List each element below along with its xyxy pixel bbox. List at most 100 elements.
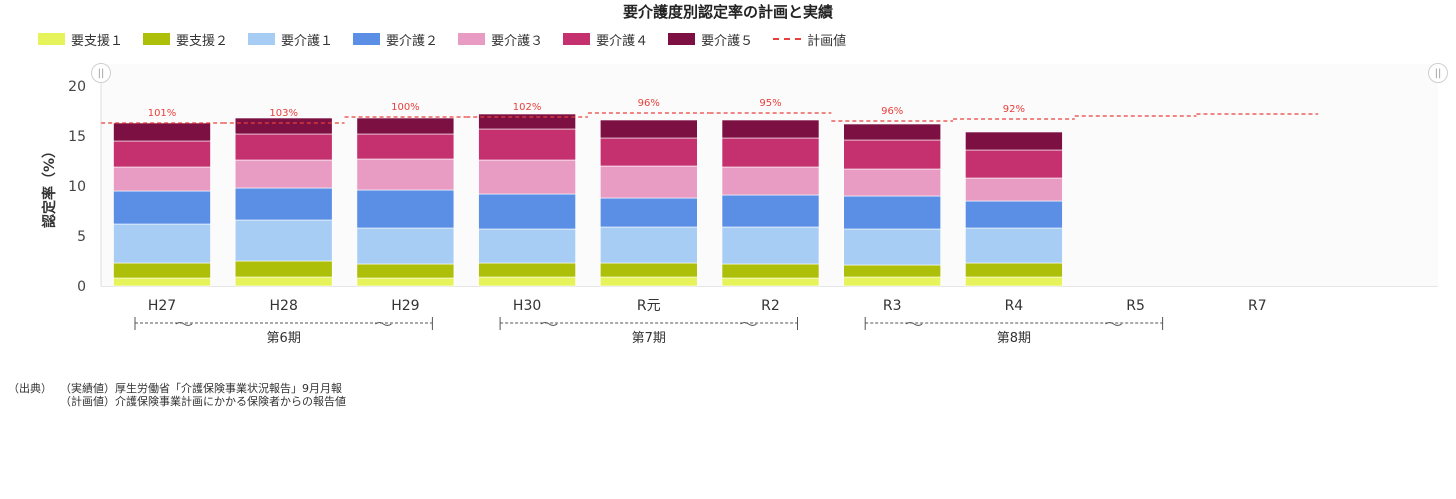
legend-label: 要支援２ (176, 33, 229, 49)
legend-item[interactable]: 要介護２ (353, 30, 438, 49)
legend-item[interactable]: 要支援２ (143, 30, 228, 49)
legend-item[interactable]: 要介護１ (248, 30, 333, 49)
x-tick-label: R元 (637, 298, 661, 314)
bar-segment (599, 119, 698, 139)
legend-item-plan[interactable]: 計画値 (773, 30, 846, 49)
break-mark (175, 322, 193, 326)
bar-segment (721, 263, 820, 279)
bar-segment (843, 123, 942, 141)
bar-segment (356, 277, 455, 287)
achievement-label: 96% (638, 98, 660, 109)
bar-segment (478, 228, 576, 264)
legend-label: 要介護４ (596, 33, 649, 49)
bar-segment (721, 194, 820, 228)
source-line-1: （実績値）厚生労働省「介護保険事業状況報告」9月月報 (60, 382, 342, 395)
bar-segment (478, 276, 576, 287)
drag-handle-icon: || (1434, 67, 1442, 79)
bar-segment (478, 193, 576, 230)
legend-item[interactable]: 要介護４ (563, 30, 648, 49)
x-tick-label: R5 (1126, 298, 1145, 314)
y-tick-label: 15 (68, 129, 86, 145)
y-tick-label: 10 (68, 179, 86, 195)
bar-segment (356, 133, 455, 160)
x-tick-label: R2 (761, 298, 780, 314)
period-label: 第6期 (267, 331, 301, 346)
legend-item[interactable]: 要支援１ (38, 30, 123, 49)
x-tick-label: R3 (883, 298, 902, 314)
achievement-label: 102% (513, 102, 542, 113)
legend-label: 計画値 (807, 33, 847, 49)
bar-segment (478, 159, 576, 195)
legend-swatch (38, 33, 65, 45)
bar-segment (234, 260, 333, 278)
legend-swatch (458, 33, 486, 45)
bar-segment (965, 149, 1063, 179)
bar-segment (599, 165, 698, 199)
bar-segment (234, 133, 333, 161)
x-tick-label: H27 (148, 298, 176, 314)
bar-segment (965, 262, 1063, 278)
bar-segment (234, 276, 333, 287)
bar-segment (843, 168, 942, 197)
x-tick-label: H28 (270, 298, 298, 314)
achievement-label: 103% (269, 108, 298, 119)
legend-label: 要介護５ (701, 33, 754, 49)
legend-swatch (143, 33, 171, 45)
bar-segment (113, 262, 211, 279)
period-label: 第8期 (997, 331, 1031, 346)
y-tick-label: 5 (77, 229, 86, 245)
bar-segment (113, 122, 211, 142)
bar-segment (599, 262, 698, 278)
x-tick-label: R4 (1005, 298, 1024, 314)
achievement-label: 96% (881, 106, 903, 117)
y-tick-label: 20 (68, 79, 86, 95)
legend-label: 要介護１ (281, 33, 334, 49)
bar-segment (599, 276, 698, 287)
legend-label: 要介護３ (491, 33, 544, 49)
achievement-label: 100% (391, 102, 420, 113)
break-mark (740, 322, 757, 326)
right-range-handle[interactable]: || (1428, 63, 1448, 83)
x-tick-label: R7 (1248, 298, 1267, 314)
legend-label: 要支援１ (71, 33, 124, 49)
bar-segment (965, 177, 1063, 202)
x-tick-label: H29 (391, 298, 419, 314)
bar-segment (113, 190, 211, 225)
legend: 要支援１ 要支援２ 要介護１ 要介護２ 要介護３ 要介護４ 要介護５ 計画値 (38, 30, 866, 49)
chart-area: 0 5 10 15 20 認定率（%） 101% 103% 100% 102% 96% 95% 96% 9… (41, 64, 1438, 346)
bar-segment (599, 197, 698, 228)
legend-item[interactable]: 要介護５ (668, 30, 753, 49)
bar-segment (965, 131, 1063, 151)
break-mark (540, 322, 558, 326)
y-axis-title: 認定率（%） (41, 144, 58, 228)
bar-segment (478, 128, 576, 161)
bar-segment (965, 200, 1063, 229)
achievement-label: 92% (1003, 104, 1025, 115)
legend-label: 要介護２ (386, 33, 439, 49)
bar-segment (113, 140, 211, 168)
bar-segment (356, 263, 455, 279)
bar-segment (843, 228, 942, 266)
bar-segment (721, 137, 820, 168)
bar-segment (965, 276, 1063, 287)
source-line-2: （計画値）介護保険事業計画にかかる保険者からの報告値 (60, 395, 346, 408)
legend-swatch (668, 33, 696, 45)
bar-segment (478, 113, 576, 130)
left-range-handle[interactable]: || (91, 63, 111, 83)
achievement-label: 95% (759, 98, 781, 109)
chart-title: 要介護度別認定率の計画と実績 (622, 3, 833, 21)
bar-segment (356, 158, 455, 191)
bar-segment (356, 227, 455, 265)
legend-item[interactable]: 要介護３ (458, 30, 543, 49)
bar-segment (721, 166, 820, 196)
bar-segment (721, 277, 820, 287)
bar-segment (478, 262, 576, 278)
bar-segment (843, 195, 942, 230)
bar-segment (599, 226, 698, 264)
source-lead: （出典） (8, 382, 52, 395)
break-mark (1105, 322, 1122, 326)
achievement-label: 101% (148, 108, 177, 119)
bar-segment (965, 227, 1063, 264)
bar-segment (113, 166, 211, 192)
bar-segment (843, 276, 942, 287)
